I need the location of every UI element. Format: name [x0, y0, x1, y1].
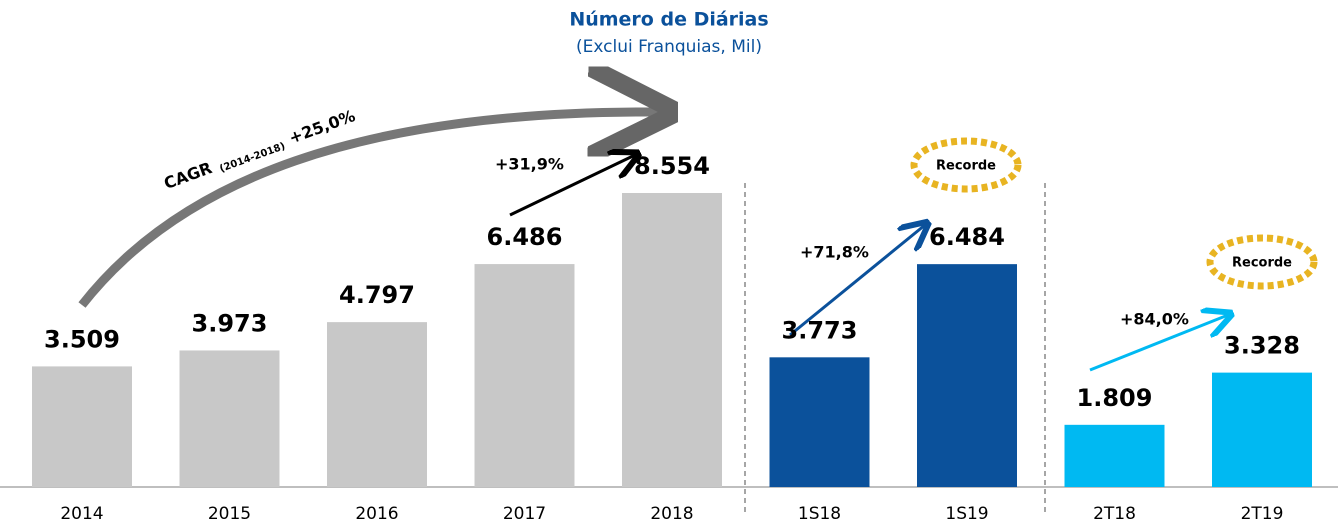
value-label: 6.486: [487, 223, 563, 251]
bar: [474, 264, 575, 487]
value-label: 3.328: [1224, 332, 1300, 360]
x-tick-label: 2014: [60, 504, 103, 524]
value-label: 3.509: [44, 325, 120, 353]
value-label: 1.809: [1077, 384, 1153, 412]
bar: [622, 193, 722, 487]
laurel: Recorde: [910, 137, 1022, 193]
bar: [1212, 372, 1312, 487]
value-label: 3.973: [192, 309, 268, 337]
x-tick-label: 2018: [650, 504, 693, 524]
bar: [1064, 424, 1165, 487]
chart-subtitle: (Exclui Franquias, Mil): [576, 37, 762, 57]
growth-label: +84,0%: [1120, 310, 1189, 329]
bar: [327, 322, 427, 487]
bar: [917, 264, 1017, 487]
record-label: Recorde: [1232, 256, 1292, 271]
growth-label: +71,8%: [800, 243, 869, 262]
x-tick-label: 2017: [503, 504, 546, 524]
x-tick-label: 2016: [355, 504, 398, 524]
value-label: 6.484: [929, 223, 1005, 251]
bar: [179, 350, 280, 487]
x-tick-label: 2015: [208, 504, 251, 524]
value-label: 4.797: [339, 281, 415, 309]
arrow: [1089, 315, 1228, 372]
x-tick-label: 1S18: [798, 504, 841, 524]
record-label: Recorde: [936, 159, 996, 174]
x-tick-label: 2T19: [1241, 504, 1284, 524]
bar: [769, 357, 870, 487]
x-tick-label: 2T18: [1093, 504, 1136, 524]
growth-label: +31,9%: [495, 155, 564, 174]
x-tick-label: 1S19: [945, 504, 988, 524]
cagr-arrow: [78, 112, 660, 308]
value-label: 3.773: [782, 316, 858, 344]
arrow: [509, 155, 635, 217]
cagr: CAGR: [161, 158, 214, 193]
laurel: Recorde: [1206, 234, 1318, 290]
chart-title: Número de Diárias: [569, 9, 768, 31]
bar: [32, 366, 132, 487]
arrow: [789, 225, 925, 337]
value-label: 8.554: [634, 152, 710, 180]
